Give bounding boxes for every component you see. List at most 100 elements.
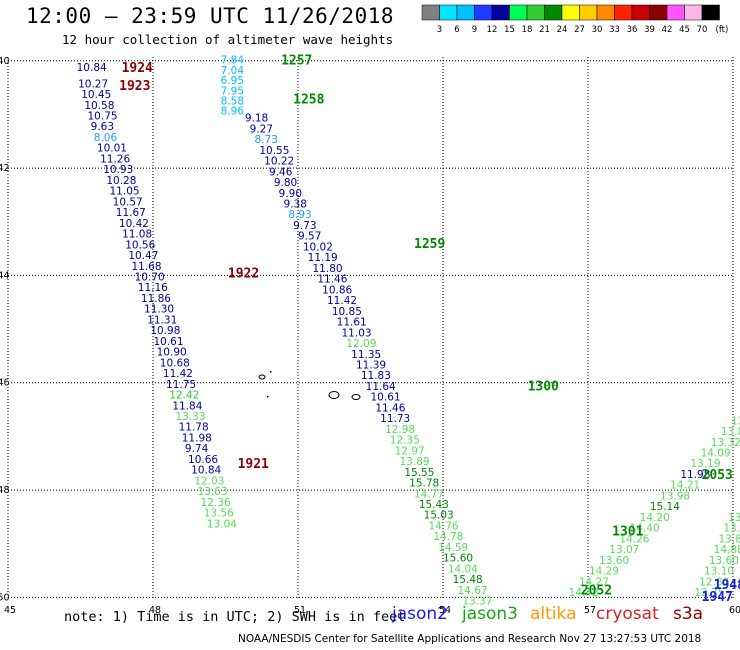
swh-value-label: 9.46 [269, 166, 293, 178]
swh-value-label: 13.98 [660, 490, 690, 502]
swh-value-label: 10.22 [264, 156, 294, 168]
swh-value-label: 14.21 [670, 480, 700, 492]
swh-value-label: 11.73 [380, 413, 410, 425]
swh-value-label: 14.27 [579, 576, 609, 588]
swh-value-label: 11.39 [356, 359, 386, 371]
pass-time-label: 1300 [528, 379, 559, 394]
swh-value-label: 13.60 [709, 555, 739, 567]
legend-color-swatch [684, 4, 703, 21]
swh-value-label: 9.38 [284, 199, 307, 211]
swh-value-label: 11.46 [317, 274, 347, 286]
legend-color-swatch [666, 4, 685, 21]
swh-value-label: 11.61 [337, 317, 367, 329]
swh-value-label: 9.27 [250, 123, 273, 135]
legend-color-swatch [631, 4, 650, 21]
island-dot [267, 396, 269, 398]
legend-color-swatch [456, 4, 475, 21]
swh-value-label: 7.95 [221, 85, 244, 97]
swh-value-label: 12.09 [346, 338, 376, 350]
swh-value-label: 14.67 [458, 585, 488, 597]
legend-color-swatch [579, 4, 598, 21]
legend-level-label: 42 [662, 25, 673, 35]
swh-value-label: 11.98 [680, 469, 710, 481]
legend-level-label: 36 [627, 25, 638, 35]
swh-value-label: 14.78 [433, 531, 463, 543]
longitude-label: 57 [584, 605, 596, 616]
legend-color-swatch [474, 4, 493, 21]
swh-value-label: 12.03 [194, 475, 224, 487]
latitude-label: -44 [0, 270, 10, 281]
page-subtitle: 12 hour collection of altimeter wave hei… [62, 32, 394, 47]
swh-value-label: 10.56 [125, 239, 155, 251]
credit-line: NOAA/NESDIS Center for Satellite Applica… [238, 633, 702, 645]
legend-level-label: 9 [472, 25, 477, 35]
swh-value-label: 8.93 [288, 209, 311, 221]
pass-time-label: 1922 [228, 267, 259, 282]
legend-level-label: 39 [644, 25, 655, 35]
swh-value-label: 11.30 [144, 304, 174, 316]
satellite-label-jason3: jason3 [462, 604, 518, 624]
swh-value-label: 13.63 [197, 486, 227, 498]
swh-value-label: 11.05 [110, 186, 140, 198]
legend-level-label: 18 [522, 25, 533, 35]
latitude-label: -48 [0, 485, 10, 496]
swh-value-label: 11.42 [327, 295, 357, 307]
swh-value-label: 13.04 [723, 523, 740, 535]
legend-color-swatch [491, 4, 510, 21]
swh-value-label: 14.04 [448, 563, 478, 575]
swh-value-label: 10.55 [259, 145, 289, 157]
swh-value-label: 9.74 [185, 443, 209, 455]
legend-level-label: 70 [697, 25, 708, 35]
swh-value-label: 15.48 [453, 574, 483, 586]
swh-value-label: 15.43 [419, 499, 449, 511]
swh-value-label: 10.68 [160, 357, 190, 369]
legend-color-swatch [526, 4, 545, 21]
swh-value-label: 11.68 [131, 261, 161, 273]
longitude-label: 45 [4, 605, 16, 616]
swh-value-label: 11.80 [313, 263, 343, 275]
swh-value-label: 9.73 [293, 220, 316, 232]
swh-value-label: 13.10 [704, 566, 734, 578]
longitude-label: 48 [149, 605, 161, 616]
swh-value-label: 15.78 [409, 478, 439, 490]
swh-value-label: 14.88 [714, 544, 740, 556]
swh-value-label: 13.07 [609, 544, 639, 556]
swh-value-label: 13.19 [690, 458, 720, 470]
swh-value-label: 14.29 [589, 566, 619, 578]
pass-time-label: 1948 [714, 578, 740, 593]
legend-level-label: 21 [539, 25, 550, 35]
longitude-label: 60 [729, 605, 740, 616]
latitude-label: -46 [0, 378, 10, 389]
swh-value-label: 10.84 [77, 62, 107, 74]
legend-level-label: 30 [592, 25, 603, 35]
swh-value-label: 12.35 [694, 587, 724, 599]
legend-level-label: 6 [454, 25, 459, 35]
swh-value-label: 10.61 [153, 336, 183, 348]
swh-value-label: 11.08 [122, 229, 152, 241]
pass-time-label: 1258 [293, 92, 324, 107]
swh-value-label: 9.18 [245, 113, 268, 125]
swh-value-label: 10.66 [188, 454, 218, 466]
swh-value-label: 11.03 [342, 327, 372, 339]
pass-time-label: 1301 [612, 524, 643, 539]
swh-value-label: 13.60 [599, 555, 629, 567]
satellite-label-jason2: jason2 [392, 604, 448, 624]
swh-value-label: 13.56 [204, 508, 234, 520]
satellite-label-cryosat: cryosat [596, 604, 659, 624]
latitude-label: -40 [0, 56, 10, 67]
swh-value-label: 14.26 [619, 533, 649, 545]
legend-level-label: 12 [487, 25, 498, 35]
swh-value-label: 13.89 [400, 456, 430, 468]
swh-value-label: 11.83 [361, 370, 391, 382]
swh-value-label: 10.27 [78, 78, 108, 90]
swh-value-label: 10.47 [128, 250, 158, 262]
swh-value-label: 10.86 [322, 284, 352, 296]
swh-value-label: 12.42 [169, 390, 199, 402]
swh-value-label: 11.35 [351, 349, 381, 361]
island-dot [270, 371, 272, 373]
swh-value-label: 15.03 [424, 510, 454, 522]
note-text: note: 1) Time is in UTC; 2) SWH is in fe… [64, 609, 406, 625]
swh-value-label: 8.96 [221, 106, 245, 118]
swh-value-label: 11.98 [182, 432, 212, 444]
swh-value-label: 9.90 [279, 188, 302, 200]
